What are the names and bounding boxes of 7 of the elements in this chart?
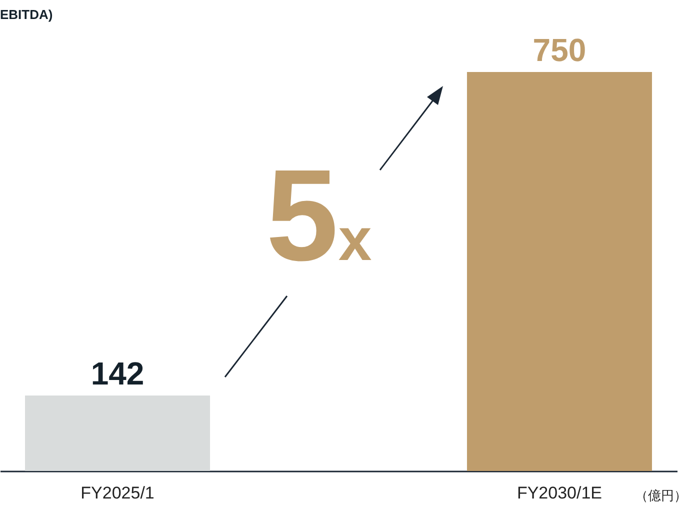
x-tick-label: FY2030/1E — [516, 484, 602, 502]
data-label: 750 — [532, 32, 586, 68]
data-label: 142 — [90, 355, 144, 392]
text: （億円） — [635, 487, 687, 505]
x-tick-label: FY2025/1 — [80, 484, 154, 502]
annotation: 5x — [266, 142, 372, 288]
chart-title: EBITDA) — [0, 7, 53, 22]
